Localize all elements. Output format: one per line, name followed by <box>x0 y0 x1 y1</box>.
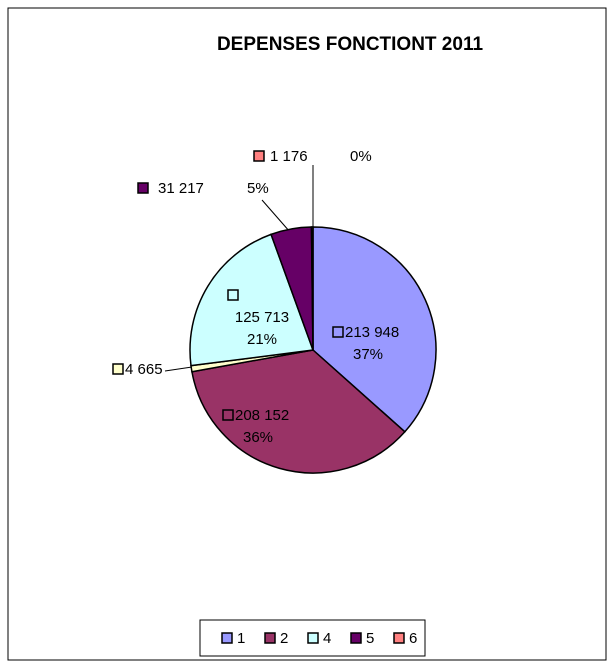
value-label: 31 217 <box>158 180 204 197</box>
legend-label: 5 <box>366 630 374 647</box>
pie-slice <box>310 226 314 351</box>
legend-key <box>307 632 319 644</box>
percent-label: 5% <box>247 180 269 197</box>
value-label: 208 152 <box>235 407 289 424</box>
percent-label: 37% <box>353 346 383 363</box>
chart-title: DEPENSES FONCTIONT 2011 <box>217 34 484 55</box>
label-key <box>227 289 239 301</box>
legend-key <box>264 632 276 644</box>
legend-key <box>350 632 362 644</box>
label-key <box>253 150 265 162</box>
value-label: 213 948 <box>345 324 399 341</box>
label-key <box>137 182 149 194</box>
percent-label: 0% <box>350 148 372 165</box>
value-label: 1 176 <box>270 148 308 165</box>
label-key <box>332 326 344 338</box>
percent-label: 36% <box>243 429 273 446</box>
legend-label: 2 <box>280 630 288 647</box>
pie-slice <box>312 226 437 433</box>
legend-key <box>221 632 233 644</box>
pie-slice <box>191 349 406 474</box>
value-label: 125 713 <box>235 309 289 326</box>
percent-label: 21% <box>247 331 277 348</box>
leader-line <box>261 199 291 233</box>
legend-label: 6 <box>409 630 417 647</box>
value-label: 4 665 <box>125 361 163 378</box>
leader-line <box>164 366 193 372</box>
legend-label: 1 <box>237 630 245 647</box>
legend-label: 4 <box>323 630 331 647</box>
label-key <box>112 363 124 375</box>
label-key <box>222 409 234 421</box>
legend-key <box>393 632 405 644</box>
